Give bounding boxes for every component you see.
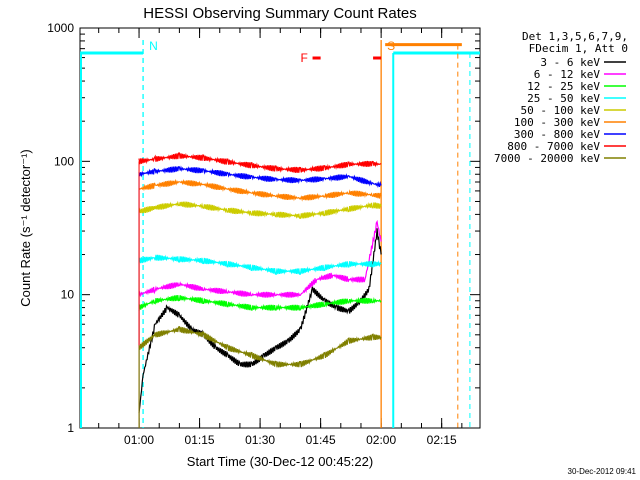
series-line (138, 228, 382, 413)
x-tick-label: 02:15 (427, 433, 457, 447)
legend-label: 300 - 800 keV (514, 128, 600, 141)
series-line (138, 178, 382, 202)
x-axis-label: Start Time (30-Dec-12 00:45:22) (187, 454, 373, 469)
series-line (138, 326, 382, 368)
series-line (138, 219, 382, 299)
x-tick-label: 01:00 (124, 433, 154, 447)
x-tick-label: 01:30 (245, 433, 275, 447)
legend-label: 7000 - 20000 keV (494, 152, 600, 165)
legend-label: 12 - 25 keV (527, 80, 600, 93)
annotations: N SF (80, 39, 480, 428)
plot-frame (79, 27, 481, 429)
y-tick-label: 100 (54, 154, 74, 168)
legend: Det 1,3,5,6,7,9,FDecim 1, Att 03 - 6 keV… (494, 30, 628, 165)
x-tick-label: 02:00 (366, 433, 396, 447)
legend-label: 6 - 12 keV (534, 68, 601, 81)
legend-header: Det 1,3,5,6,7,9, (522, 30, 628, 43)
y-tick-label: 10 (61, 288, 75, 302)
legend-label: 3 - 6 keV (540, 56, 600, 69)
series-group (138, 152, 382, 428)
series-line (138, 295, 382, 312)
series-line (138, 254, 382, 275)
timestamp: 30-Dec-2012 09:41 (568, 467, 637, 476)
legend-label: 50 - 100 keV (521, 104, 601, 117)
series-line (138, 152, 382, 174)
y-axis-label: Count Rate (s⁻¹ detector⁻¹) (18, 149, 33, 307)
legend-header: FDecim 1, Att 0 (529, 42, 628, 55)
annotation-label: S (387, 39, 395, 53)
series-line (138, 200, 382, 220)
annotation-label: F (301, 51, 308, 65)
legend-label: 800 - 7000 keV (507, 140, 600, 153)
legend-label: 25 - 50 keV (527, 92, 600, 105)
x-tick-label: 01:45 (306, 433, 336, 447)
series-line (138, 165, 382, 189)
axis-ticks: 1 10 100 1000 01:00 01:15 01:30 01:45 02:00 02:15 (47, 21, 480, 447)
y-tick-label: 1 (67, 421, 74, 435)
x-tick-label: 01:15 (185, 433, 215, 447)
chart-title: HESSI Observing Summary Count Rates (143, 5, 416, 22)
y-tick-label: 1000 (47, 21, 74, 35)
legend-label: 100 - 300 keV (514, 116, 600, 129)
annotation-label: N (149, 39, 158, 53)
